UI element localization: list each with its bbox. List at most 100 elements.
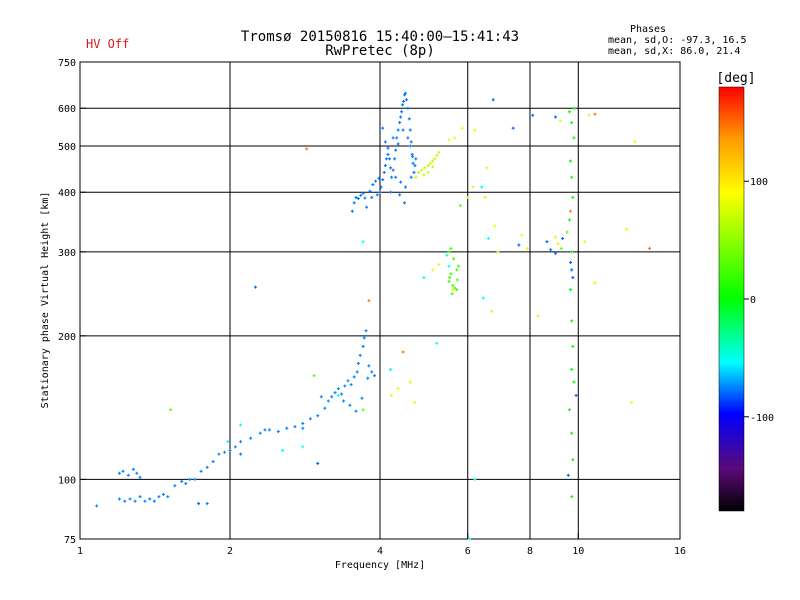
- plot-area: 1 2 4 6 8 10 16 75 100 200 300 400 500 600 750: [58, 58, 686, 557]
- data-point: [480, 185, 484, 189]
- data-point: [457, 264, 461, 268]
- data-point: [572, 380, 576, 384]
- data-point: [466, 195, 470, 199]
- data-point: [396, 142, 400, 146]
- data-point: [239, 423, 243, 427]
- data-point: [374, 179, 378, 183]
- colorbar-tick-label: 0: [750, 295, 756, 306]
- data-point: [128, 497, 132, 501]
- data-point: [393, 157, 397, 161]
- data-point: [571, 458, 575, 462]
- data-point: [173, 484, 177, 488]
- data-point: [356, 197, 360, 201]
- data-point: [426, 164, 430, 168]
- data-point: [553, 235, 557, 239]
- data-point: [336, 387, 340, 391]
- data-point: [377, 176, 381, 180]
- data-point: [428, 161, 432, 165]
- data-point: [455, 288, 459, 292]
- data-point: [403, 185, 407, 189]
- data-point: [570, 367, 574, 371]
- data-point: [414, 157, 418, 161]
- y-tick-label: 200: [58, 332, 76, 343]
- data-point: [384, 157, 388, 161]
- chart-title-line2: RwPretec (8p): [325, 43, 435, 59]
- data-point: [559, 246, 563, 250]
- data-point: [447, 250, 451, 254]
- data-point: [378, 190, 382, 194]
- data-point: [395, 136, 399, 140]
- y-tick-label: 100: [58, 475, 76, 486]
- data-point: [143, 499, 147, 503]
- data-point: [370, 370, 374, 374]
- data-point: [180, 479, 184, 483]
- data-point: [371, 183, 375, 187]
- data-point: [95, 504, 99, 508]
- data-point: [239, 452, 243, 456]
- data-point: [370, 195, 374, 199]
- data-point: [386, 152, 390, 156]
- data-point: [593, 281, 597, 285]
- data-point: [570, 319, 574, 323]
- chart-title-line1: Tromsø 20150816 15:40:00–15:41:43: [241, 29, 519, 45]
- data-point: [117, 471, 121, 475]
- data-point: [396, 128, 400, 132]
- data-point: [453, 286, 457, 290]
- data-point: [197, 502, 201, 506]
- data-point: [381, 178, 385, 182]
- data-point: [391, 168, 395, 172]
- data-point: [138, 495, 142, 499]
- data-point: [157, 495, 161, 499]
- data-point: [473, 128, 477, 132]
- colorbar-tick-label: 100: [750, 177, 768, 188]
- data-point: [205, 465, 209, 469]
- data-point: [359, 193, 363, 197]
- data-point: [394, 175, 398, 179]
- data-point: [360, 396, 364, 400]
- data-point: [569, 288, 573, 292]
- data-point: [493, 224, 497, 228]
- data-point: [123, 499, 127, 503]
- data-point: [305, 147, 309, 151]
- data-point: [423, 166, 427, 170]
- data-point: [126, 473, 130, 477]
- data-point: [308, 417, 312, 421]
- data-point: [253, 285, 257, 289]
- data-point: [368, 189, 372, 193]
- data-point: [435, 341, 439, 345]
- data-point: [437, 263, 441, 267]
- data-point: [452, 257, 456, 261]
- data-point: [458, 204, 462, 208]
- data-point: [571, 344, 575, 348]
- data-point: [567, 408, 571, 412]
- data-point: [373, 374, 377, 378]
- data-point: [451, 288, 455, 292]
- data-point: [361, 240, 365, 244]
- data-point: [399, 115, 403, 119]
- data-point: [135, 471, 139, 475]
- data-point: [648, 246, 652, 250]
- data-point: [361, 191, 365, 195]
- data-point: [362, 336, 366, 340]
- data-point: [569, 209, 573, 213]
- data-point: [511, 126, 515, 130]
- data-point: [536, 314, 540, 318]
- data-point: [431, 165, 435, 169]
- data-point: [471, 185, 475, 189]
- data-point: [323, 406, 327, 410]
- data-point: [483, 195, 487, 199]
- data-point: [553, 251, 557, 255]
- grid-lines: [80, 62, 680, 539]
- colorbar-gradient: [718, 86, 745, 512]
- x-tick-label: 8: [527, 546, 533, 557]
- data-point: [574, 393, 578, 397]
- x-tick-label: 4: [377, 546, 383, 557]
- data-point: [433, 157, 437, 161]
- x-tick-label: 6: [465, 546, 471, 557]
- data-point: [401, 350, 405, 354]
- data-point: [391, 136, 395, 140]
- data-point: [382, 170, 386, 174]
- data-point: [396, 387, 400, 391]
- data-point: [398, 121, 402, 125]
